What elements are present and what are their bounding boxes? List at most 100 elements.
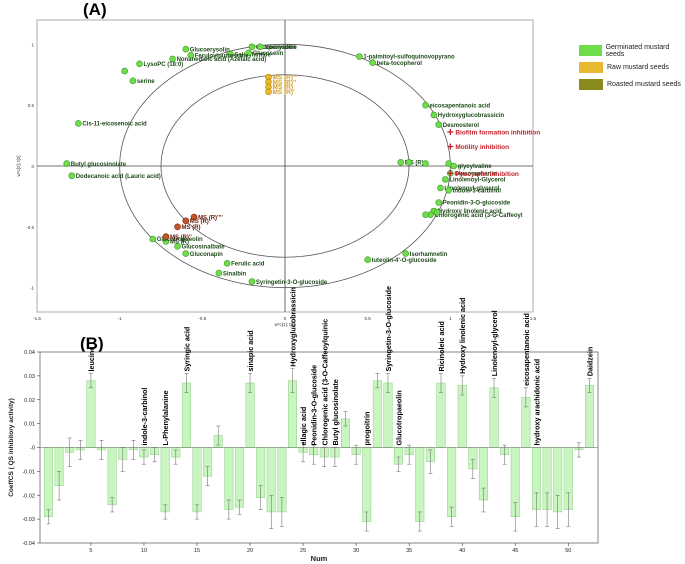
- bar: [531, 447, 541, 510]
- scatter-point-label: MS (R): [170, 240, 189, 246]
- scatter-legend: Germinated mustard seeds Raw mustard see…: [579, 42, 685, 93]
- scatter-point-label: Hydroxyglucobrassicin: [438, 113, 505, 119]
- legend-item-germinated: Germinated mustard seeds: [579, 42, 685, 59]
- scatter-point: [182, 250, 190, 257]
- scatter-y-tick: -0.5: [26, 225, 34, 230]
- scatter-point-label: Gluconapin: [190, 252, 223, 258]
- bar: [468, 447, 478, 470]
- bar: [298, 447, 308, 453]
- bar: [542, 447, 552, 510]
- scatter-point-label: MS (R)': [190, 219, 211, 225]
- bar-annotation: eicosapentanoic acid: [522, 313, 531, 386]
- bar: [553, 447, 563, 513]
- scatter-x-tick: 0: [284, 316, 287, 321]
- bar: [107, 447, 117, 506]
- bar-x-tick: 5: [89, 548, 92, 554]
- bar: [224, 447, 234, 510]
- scatter-point: [215, 269, 223, 277]
- scatter-point-label: Sinalbin: [223, 271, 247, 277]
- scatter-point-label: Linolenoyl-glycerol: [444, 186, 499, 192]
- scatter-point: [182, 217, 190, 225]
- scatter-x-tick: 1: [449, 316, 452, 321]
- scatter-point: [265, 78, 272, 86]
- scatter-point: [422, 160, 429, 167]
- scatter-point: [121, 67, 128, 75]
- scatter-point: [63, 160, 71, 167]
- bar: [500, 447, 510, 455]
- scatter-point: [248, 43, 256, 51]
- bar: [330, 447, 340, 458]
- bar: [287, 380, 297, 448]
- panel-b-label: (B): [80, 334, 104, 353]
- bar-y-tick: -0.02: [22, 493, 35, 499]
- scatter-point: [245, 49, 252, 57]
- bar-chart-frame: [39, 351, 599, 544]
- scatter-point-label: Glucoraphanin: [454, 172, 497, 178]
- bar: [319, 447, 329, 458]
- scatter-y-tick: 1: [31, 42, 34, 47]
- scatter-point-label: MS (R): [182, 225, 201, 231]
- bar: [404, 447, 414, 455]
- scatter-point-label: Syringetin-3-O-glucoside: [256, 280, 328, 286]
- inner-ellipse: [160, 74, 410, 258]
- scatter-y-tick: 0: [31, 164, 34, 169]
- scatter-y-tick: -1: [30, 286, 34, 291]
- bar: [234, 447, 244, 508]
- bar-y-tick: 0.03: [24, 374, 35, 380]
- bar: [128, 447, 138, 451]
- bar-annotation: sinapic acid: [246, 330, 255, 371]
- bar-y-tick: -0: [30, 446, 35, 452]
- legend-label-germinated: Germinated mustard seeds: [605, 43, 670, 58]
- bar: [118, 447, 128, 460]
- bar-annotation: Butyl glucosinolate: [331, 379, 340, 445]
- bar-y-tick: 0.01: [24, 422, 35, 428]
- bar: [192, 447, 202, 513]
- scatter-point: [187, 51, 195, 59]
- bar: [478, 447, 488, 501]
- legend-swatch-germinated: [579, 45, 602, 56]
- scatter-point-label: Butyl glucosinolate: [71, 162, 127, 168]
- scatter-point-label: Nonanedioic acid (Azelaic acid): [177, 57, 267, 63]
- scatter-point: [265, 73, 272, 81]
- scatter-point: [430, 207, 438, 215]
- bar-x-tick: 30: [353, 548, 359, 554]
- scatter-point: [136, 60, 143, 68]
- scatter-point: [445, 187, 452, 194]
- bar-annotation: Daidzein: [586, 347, 595, 377]
- bar: [266, 447, 276, 513]
- scatter-y-label: w*c[2]; t[2]: [16, 155, 21, 176]
- bar: [341, 418, 351, 448]
- panel-a-label: (A): [83, 0, 107, 19]
- bar: [362, 447, 372, 522]
- bar: [521, 397, 531, 448]
- bar-annotation: Peonidin-3-O-glucoside: [310, 365, 319, 446]
- scatter-frame: [36, 19, 534, 313]
- scatter-point: [402, 250, 409, 257]
- scatter-point-label: glycylvaline: [458, 164, 493, 170]
- scatter-point-label: 1-palmitoyl-sulfoquinovopyrano: [363, 55, 455, 61]
- bar: [383, 382, 393, 448]
- bar: [256, 447, 266, 498]
- scatter-point-label: Dodecanoic acid (Lauric acid): [76, 174, 161, 180]
- bar-x-tick: 40: [459, 548, 465, 554]
- scatter-point: [174, 243, 181, 250]
- bar: [489, 387, 499, 448]
- bar-annotation: Hydroxy linolenic acid: [458, 298, 467, 374]
- scatter-point-label: eicosapentanoic acid: [430, 103, 491, 109]
- scatter-point-label: Glucoerysolin: [190, 47, 230, 53]
- scatter-point: [422, 101, 429, 109]
- scatter-point-label: Cis-11-eicosenoic acid: [82, 122, 147, 128]
- scatter-point: [75, 120, 82, 127]
- scatter-point: [405, 159, 413, 166]
- bar: [309, 447, 319, 455]
- bar: [43, 447, 53, 517]
- bar-x-tick: 50: [565, 548, 571, 554]
- scatter-point: [149, 235, 157, 243]
- scatter-point-label: MS (R)'': [272, 79, 296, 86]
- scatter-point: [445, 160, 452, 167]
- scatter-point: [227, 50, 234, 58]
- legend-item-roasted: Roasted mustard seeds: [579, 76, 685, 93]
- bar-annotation: ellagic acid: [299, 407, 308, 446]
- bar-x-tick: 35: [406, 548, 412, 554]
- scatter-x-tick: 0.5: [365, 316, 372, 321]
